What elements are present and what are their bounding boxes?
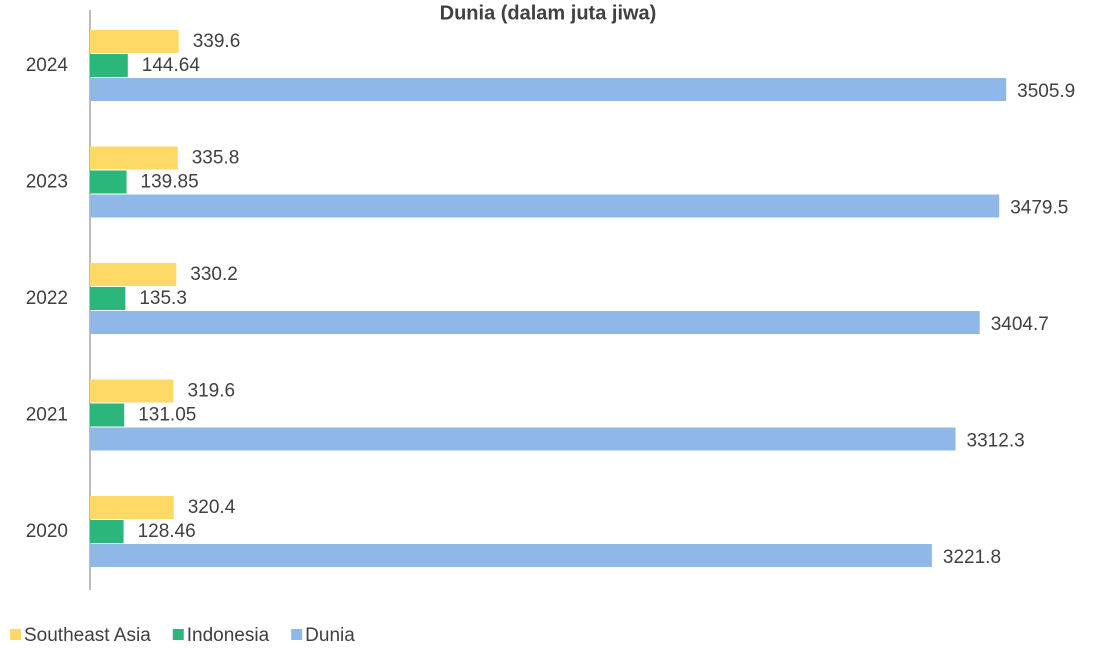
bar <box>90 54 128 77</box>
legend-swatch <box>10 629 21 640</box>
data-label: 339.6 <box>193 31 241 52</box>
data-label: 319.6 <box>188 381 236 402</box>
y-tick-label: 2020 <box>26 521 68 542</box>
bar <box>90 311 980 334</box>
data-label: 139.85 <box>141 172 199 193</box>
y-tick-label: 2024 <box>26 55 69 76</box>
bar <box>90 520 124 543</box>
bar <box>90 30 179 53</box>
data-label: 3221.8 <box>943 547 1001 568</box>
bar <box>90 427 956 451</box>
data-label: 3505.9 <box>1017 81 1075 102</box>
data-label: 135.3 <box>139 288 187 309</box>
chart-title: Dunia (dalam juta jiwa) <box>440 2 657 24</box>
data-label: 144.64 <box>142 55 201 76</box>
bar <box>90 496 174 519</box>
data-label: 131.05 <box>138 405 196 426</box>
y-tick-label: 2021 <box>26 405 68 426</box>
bar <box>90 194 1000 218</box>
data-label: 335.8 <box>192 148 240 169</box>
legend-label: Dunia <box>305 625 355 646</box>
data-label: 3312.3 <box>967 431 1025 452</box>
data-label: 320.4 <box>188 497 236 518</box>
data-label: 3404.7 <box>991 314 1049 335</box>
bar <box>90 263 177 286</box>
data-label: 330.2 <box>190 264 238 285</box>
y-tick-label: 2023 <box>26 172 68 193</box>
legend-swatch <box>172 629 184 640</box>
legend-swatch <box>291 629 303 640</box>
legend-label: Indonesia <box>187 625 270 646</box>
bar <box>90 287 126 310</box>
y-tick-label: 2022 <box>26 288 68 309</box>
legend-label: Southeast Asia <box>24 625 151 646</box>
bar <box>90 403 125 427</box>
bar <box>90 170 127 194</box>
data-label: 3479.5 <box>1010 198 1068 219</box>
bar <box>90 78 1007 101</box>
bar <box>90 544 932 567</box>
data-label: 128.46 <box>138 521 196 542</box>
bar <box>90 146 178 170</box>
bar <box>90 379 174 403</box>
